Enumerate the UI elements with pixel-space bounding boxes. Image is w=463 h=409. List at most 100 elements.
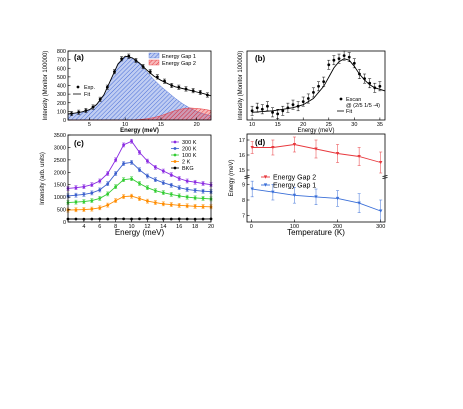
series-point	[201, 205, 205, 208]
x-tick-label: 8	[114, 224, 117, 230]
x-tick-label: 4	[82, 224, 85, 230]
series-point	[114, 172, 118, 175]
x-tick-label: 10	[122, 122, 128, 128]
escan-point	[358, 72, 361, 76]
legend-fit-label: Fit	[84, 92, 91, 98]
series-point	[82, 193, 86, 196]
legend-label: 300 K	[182, 140, 197, 146]
series-point	[153, 217, 157, 221]
energy-gap-1-point	[271, 190, 275, 194]
y-tick-label: 15	[239, 168, 245, 174]
series-point	[114, 217, 118, 221]
axis-break-mark	[244, 177, 250, 179]
exp-point	[127, 54, 131, 58]
y-tick-label: 8	[242, 198, 245, 204]
y-axis-label: Intensity (arb. units)	[40, 152, 46, 205]
y-tick-label: 1000	[54, 195, 66, 201]
series-point	[138, 217, 141, 221]
exp-point	[105, 85, 109, 89]
x-tick-label: 300	[376, 224, 385, 230]
panel-d: 0 100 200 300 15 16 17 7 8 9 Temperature (K) Energy…	[229, 133, 388, 237]
panel-label: (b)	[255, 54, 266, 63]
panel-b: 10 15 20 25 30 35 Energy (meV) Intensity (Monit…	[238, 50, 386, 134]
legend-marker	[263, 183, 268, 187]
y-tick-label: 800	[57, 49, 66, 55]
y-tick-label: 17	[239, 138, 245, 144]
series-point	[153, 165, 157, 169]
legend-marker	[173, 147, 177, 150]
series-point	[98, 179, 102, 183]
series-point	[193, 204, 197, 208]
x-tick-label: 20	[208, 224, 214, 230]
x-tick-label: 15	[158, 122, 164, 128]
escan-point	[255, 106, 259, 110]
y-tick-label: 700	[57, 58, 66, 64]
y-tick-label: 9	[242, 182, 245, 188]
escan-point	[291, 103, 295, 107]
x-tick-label: 0	[250, 224, 253, 230]
series-point	[177, 194, 181, 198]
y-tick-label: 2500	[54, 158, 66, 164]
x-tick-label: 12	[144, 224, 150, 230]
legend-gap1-swatch	[148, 52, 160, 59]
y-tick-label: 400	[57, 84, 66, 90]
series-point	[114, 158, 118, 162]
y-tick-label: 3500	[54, 133, 66, 139]
series-point	[185, 188, 189, 191]
series-point	[106, 172, 110, 175]
exp-point	[91, 105, 95, 109]
x-tick-label: 15	[275, 122, 281, 128]
energy-gap-1-point	[378, 209, 383, 213]
series-point	[201, 182, 205, 185]
legend-label: 100 K	[182, 153, 197, 159]
series-point	[185, 204, 189, 208]
series-point	[130, 139, 133, 143]
series-point	[177, 186, 181, 190]
escan-point	[327, 63, 331, 67]
series-point	[74, 200, 78, 204]
escan-point	[250, 109, 254, 113]
legend-gap2-swatch	[148, 59, 160, 66]
exp-point	[77, 110, 81, 114]
escan-point	[363, 77, 366, 80]
series-point	[138, 197, 141, 201]
y-tick-label: 0	[63, 220, 66, 226]
legend-label: Energy Gap 1	[273, 183, 316, 190]
exp-point	[113, 70, 116, 74]
series-point	[98, 206, 102, 210]
exp-point	[170, 84, 174, 87]
escan-point	[317, 84, 320, 88]
y-tick-label: 7	[242, 214, 245, 220]
plot-frame	[67, 134, 212, 223]
legend-marker	[173, 153, 177, 157]
series-point	[169, 217, 173, 221]
series-point	[193, 196, 197, 200]
series-point	[193, 217, 197, 221]
x-tick-label: 16	[176, 224, 182, 230]
series-point	[130, 217, 133, 221]
series-point	[98, 188, 102, 192]
legend-escan-marker	[339, 97, 343, 101]
series-point	[122, 178, 126, 182]
series-point	[153, 201, 157, 205]
series-point	[130, 160, 133, 164]
escan-point	[271, 110, 274, 114]
x-tick-label: 100	[290, 224, 299, 230]
escan-point	[337, 57, 341, 61]
series-point	[201, 196, 205, 200]
exp-point	[148, 70, 152, 74]
energy-gap-2-point	[335, 152, 340, 156]
y-tick-label: 500	[57, 75, 66, 81]
legend-marker	[263, 175, 268, 179]
escan-point	[322, 80, 326, 84]
axis-break-mark	[244, 175, 250, 177]
x-axis-label: Temperature (K)	[287, 228, 345, 237]
escan-point	[352, 61, 356, 65]
x-tick-label: 20	[194, 122, 200, 128]
series-point	[122, 217, 126, 221]
exp-point	[191, 89, 195, 93]
exp-point	[120, 57, 124, 61]
axis-break-mark	[382, 175, 388, 177]
